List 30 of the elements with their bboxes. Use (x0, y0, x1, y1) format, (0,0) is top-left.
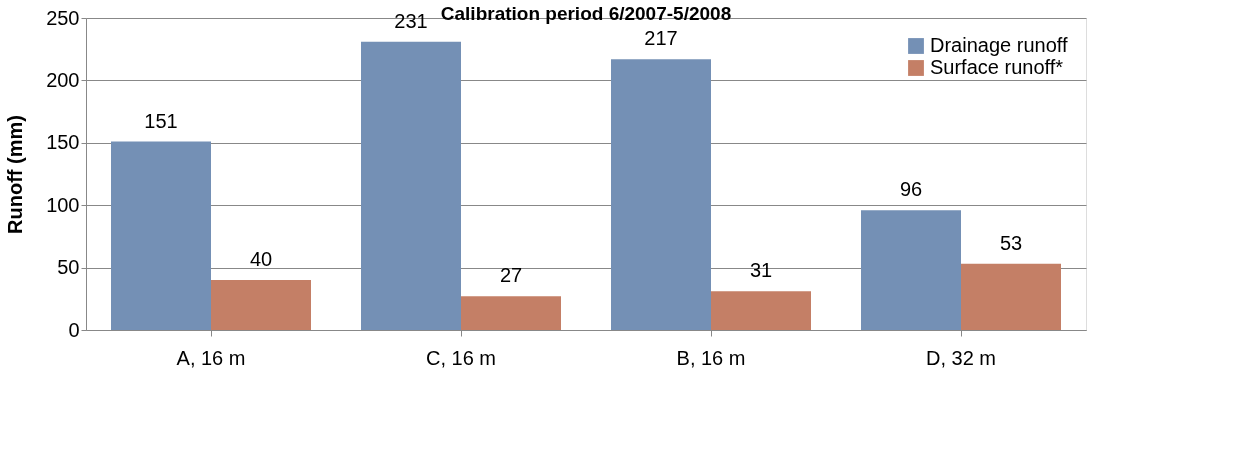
x-tick-label: B, 16 m (676, 346, 746, 369)
data-label: 53 (999, 231, 1023, 254)
data-label: 217 (644, 27, 678, 50)
y-tick-label: 100 (46, 193, 80, 216)
y-tick-label: 150 (46, 131, 80, 154)
y-tick-label: 50 (57, 256, 80, 279)
x-tick-label: A, 16 m (176, 346, 246, 369)
legend-label: Surface runoff* (930, 56, 1064, 78)
data-label: 231 (394, 9, 428, 32)
data-label: 27 (499, 264, 523, 287)
bar (861, 210, 961, 330)
data-label: 31 (749, 259, 773, 282)
data-label: 151 (144, 109, 178, 132)
bar (711, 291, 811, 330)
bar (461, 296, 561, 330)
y-tick-label: 0 (68, 318, 80, 341)
x-tick-label: D, 32 m (925, 346, 997, 369)
bar (611, 59, 711, 330)
bar (211, 280, 311, 330)
y-tick-label: 200 (46, 68, 80, 91)
legend-label: Drainage runoff (930, 34, 1068, 56)
bar (361, 41, 461, 330)
y-axis-title: Runoff (mm) (4, 115, 27, 234)
chart-title: Calibration period 6/2007-5/2008 (440, 3, 732, 24)
data-label: 96 (899, 178, 923, 201)
bar (111, 141, 211, 330)
bar (961, 263, 1061, 330)
x-tick-label: C, 16 m (425, 346, 497, 369)
y-tick-label: 250 (46, 6, 80, 29)
data-label: 40 (249, 248, 273, 271)
